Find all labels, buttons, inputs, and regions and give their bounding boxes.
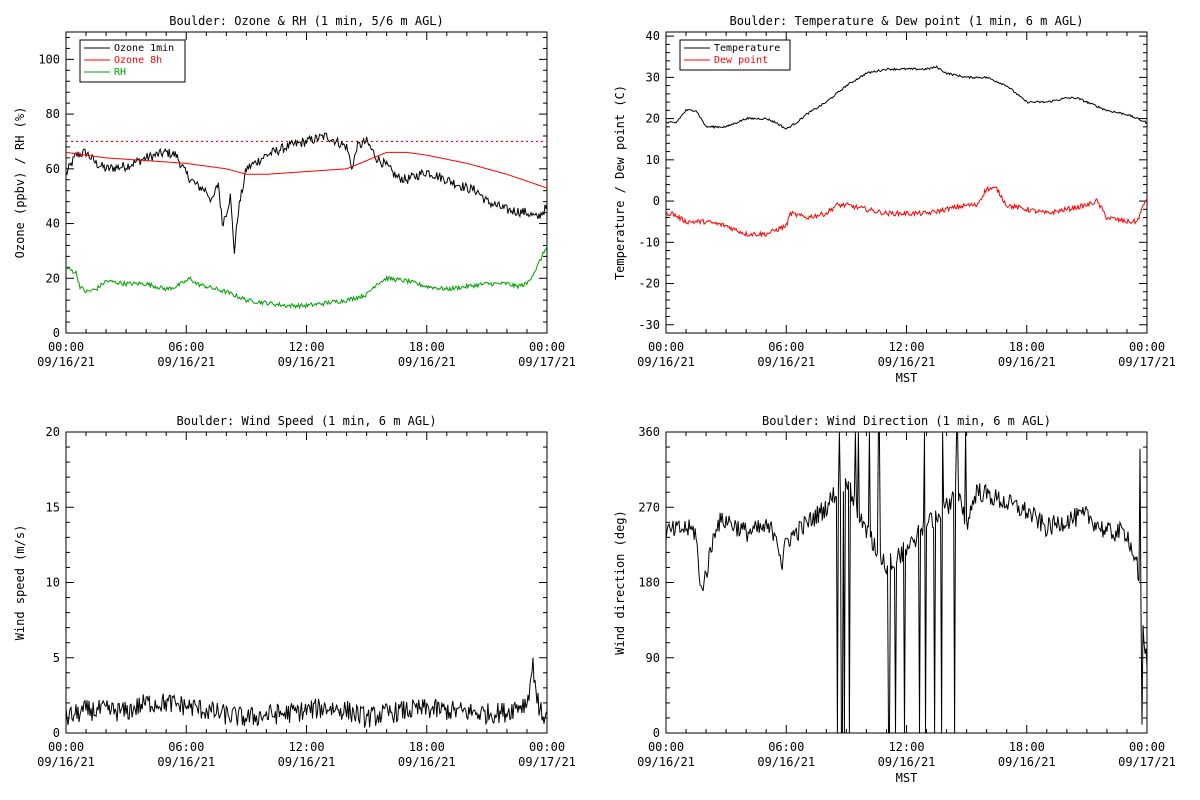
y-tick-label: 180 xyxy=(638,576,660,590)
x-tick-label: 18:00 xyxy=(1009,740,1045,754)
x-tick-label: 00:00 xyxy=(1129,340,1165,354)
x-tick-label: 09/16/21 xyxy=(637,755,695,769)
x-tick-label: 06:00 xyxy=(168,740,204,754)
y-tick-label: 270 xyxy=(638,500,660,514)
series-line-temperature xyxy=(666,65,1147,130)
y-tick-label: 60 xyxy=(46,162,60,176)
y-tick-label: -10 xyxy=(638,235,660,249)
x-tick-label: 18:00 xyxy=(409,340,445,354)
y-tick-label: 5 xyxy=(53,651,60,665)
x-tick-label: 09/17/21 xyxy=(1118,755,1176,769)
y-tick-label: 40 xyxy=(646,29,660,43)
x-tick-label: 09/16/21 xyxy=(998,355,1056,369)
x-tick-label: 09/16/21 xyxy=(878,355,936,369)
plot-frame xyxy=(65,431,548,734)
legend-label: RH xyxy=(114,67,126,78)
x-tick-label: 09/16/21 xyxy=(157,355,215,369)
x-tick-label: 18:00 xyxy=(409,740,445,754)
y-tick-label: 100 xyxy=(38,52,60,66)
chart-title-2: Boulder: Temperature & Dew point (1 min,… xyxy=(729,14,1083,28)
x-tick-label: 09/16/21 xyxy=(157,755,215,769)
chart-title-1: Boulder: Ozone & RH (1 min, 5/6 m AGL) xyxy=(169,14,444,28)
series-line-rh xyxy=(66,244,547,310)
y-tick-label: -20 xyxy=(638,277,660,291)
x-tick-label: 09/17/21 xyxy=(518,755,576,769)
x-tick-label: 09/16/21 xyxy=(278,355,336,369)
x-tick-label: 06:00 xyxy=(768,740,804,754)
x-tick-label: 09/16/21 xyxy=(757,355,815,369)
chart-title-4: Boulder: Wind Direction (1 min, 6 m AGL) xyxy=(762,414,1051,428)
y-tick-label: 0 xyxy=(53,726,60,740)
x-tick-label: 00:00 xyxy=(48,740,84,754)
x-tick-label: 09/16/21 xyxy=(398,355,456,369)
legend-label: Temperature xyxy=(714,43,780,54)
x-tick-label: 18:00 xyxy=(1009,340,1045,354)
x-tick-label: 00:00 xyxy=(529,740,565,754)
legend-label: Ozone 8h xyxy=(114,55,162,66)
chart-title-3: Boulder: Wind Speed (1 min, 6 m AGL) xyxy=(176,414,436,428)
y-tick-label: 10 xyxy=(646,153,660,167)
x-tick-label: 12:00 xyxy=(288,740,324,754)
y-tick-label: 90 xyxy=(646,651,660,665)
y-tick-label: -30 xyxy=(638,318,660,332)
x-tick-label: 09/16/21 xyxy=(878,755,936,769)
legend-box xyxy=(79,39,186,83)
x-tick-label: 00:00 xyxy=(529,340,565,354)
x-tick-label: 09/17/21 xyxy=(1118,355,1176,369)
y-tick-label: 40 xyxy=(46,217,60,231)
x-tick-label: 12:00 xyxy=(888,740,924,754)
series-line-ozone-1min xyxy=(66,132,547,254)
y-axis-label: Wind speed (m/s) xyxy=(13,525,27,641)
x-tick-label: 00:00 xyxy=(648,740,684,754)
x-tick-label: 12:00 xyxy=(288,340,324,354)
y-tick-label: 360 xyxy=(638,425,660,439)
legend-box xyxy=(679,39,791,71)
x-tick-label: 12:00 xyxy=(888,340,924,354)
legend-label: Dew point xyxy=(714,55,768,66)
x-tick-label: 06:00 xyxy=(168,340,204,354)
y-tick-label: 20 xyxy=(46,425,60,439)
x-tick-label: 09/16/21 xyxy=(278,755,336,769)
x-tick-label: 09/16/21 xyxy=(998,755,1056,769)
y-tick-label: 0 xyxy=(653,726,660,740)
y-tick-label: 20 xyxy=(646,112,660,126)
y-tick-label: 20 xyxy=(46,271,60,285)
plot-frame xyxy=(665,431,1148,734)
plot-frame xyxy=(665,31,1148,334)
y-tick-label: 80 xyxy=(46,107,60,121)
x-axis-label: MST xyxy=(896,771,918,785)
x-tick-label: 09/16/21 xyxy=(37,755,95,769)
x-tick-label: 09/17/21 xyxy=(518,355,576,369)
y-tick-label: 15 xyxy=(46,500,60,514)
x-tick-label: 09/16/21 xyxy=(637,355,695,369)
series-line-data xyxy=(66,657,547,728)
x-tick-label: 00:00 xyxy=(1129,740,1165,754)
series-line-ozone-8h xyxy=(66,151,547,189)
x-tick-label: 09/16/21 xyxy=(757,755,815,769)
x-tick-label: 00:00 xyxy=(48,340,84,354)
legend-label: Ozone 1min xyxy=(114,43,174,54)
series-line-data xyxy=(666,432,1147,733)
y-axis-label: Ozone (ppbv) / RH (%) xyxy=(13,107,27,259)
y-axis-label: Wind direction (deg) xyxy=(613,510,627,655)
y-tick-label: 30 xyxy=(646,70,660,84)
x-tick-label: 06:00 xyxy=(768,340,804,354)
y-axis-label: Temperature / Dew point (C) xyxy=(613,85,627,280)
x-tick-label: 09/16/21 xyxy=(398,755,456,769)
y-tick-label: 0 xyxy=(653,194,660,208)
x-tick-label: 00:00 xyxy=(648,340,684,354)
y-tick-label: 10 xyxy=(46,576,60,590)
y-tick-label: 0 xyxy=(53,326,60,340)
x-tick-label: 09/16/21 xyxy=(37,355,95,369)
series-line-dew-point xyxy=(666,185,1147,238)
x-axis-label: MST xyxy=(896,371,918,385)
